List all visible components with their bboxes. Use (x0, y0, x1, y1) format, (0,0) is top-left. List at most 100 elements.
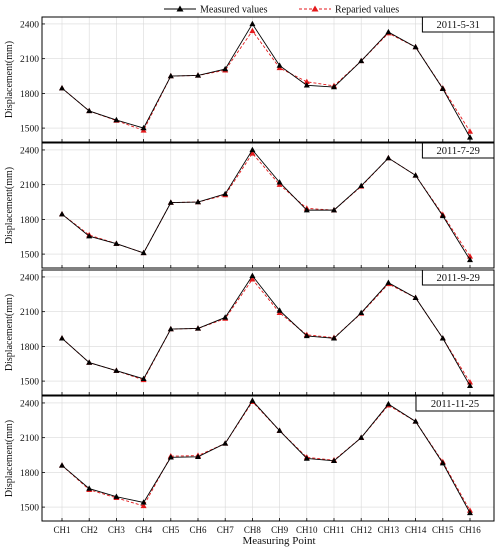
data-point-measured (113, 367, 120, 373)
data-point-measured (358, 309, 365, 316)
x-tick-label: CH4 (135, 525, 153, 535)
data-point-measured (86, 485, 93, 491)
data-point-measured (276, 179, 283, 185)
x-tick-label: CH11 (323, 525, 344, 535)
data-point-repaired (249, 150, 256, 156)
data-point-measured (167, 454, 174, 460)
panel-title-box (421, 269, 495, 286)
x-tick-label: CH5 (162, 525, 180, 535)
y-axis-label: Displacement(mm) (4, 41, 15, 118)
y-tick-label: 1500 (20, 125, 39, 135)
data-point-measured (358, 57, 365, 64)
series-line-measured (61, 275, 471, 386)
data-point-measured (249, 146, 256, 153)
data-point-measured (439, 335, 446, 341)
y-tick-label: 1500 (20, 251, 39, 261)
data-point-measured (467, 134, 473, 140)
data-point-measured (385, 400, 392, 407)
data-point-measured (59, 462, 65, 468)
y-tick-label: 1800 (20, 90, 39, 100)
x-tick-label: CH9 (271, 525, 289, 535)
data-point-measured (331, 83, 337, 90)
panel-frame (41, 395, 495, 522)
y-tick-label: 2400 (20, 399, 39, 409)
data-point-measured (140, 499, 147, 505)
data-point-measured (249, 272, 256, 278)
data-point-measured (303, 455, 310, 461)
y-tick-label: 1800 (20, 216, 39, 226)
data-point-measured (59, 84, 65, 91)
data-point-measured (167, 72, 174, 79)
data-point-measured (467, 509, 473, 516)
data-point-measured (412, 418, 419, 424)
data-point-repaired (303, 78, 310, 85)
y-axis-label: Displacement(mm) (4, 294, 15, 371)
x-tick-label: CH12 (350, 525, 372, 535)
y-axis-label: Displacement(mm) (4, 167, 15, 244)
data-point-measured (412, 294, 419, 300)
data-point-measured (249, 397, 256, 403)
y-tick-label: 2100 (20, 308, 39, 318)
data-point-measured (167, 199, 174, 205)
x-tick-label: CH3 (108, 525, 126, 535)
x-tick-label: CH7 (217, 525, 235, 535)
panel-title-box (421, 142, 495, 159)
data-point-repaired (140, 502, 147, 509)
data-point-measured (439, 85, 446, 91)
data-point-measured (276, 62, 283, 68)
panel-title: 2011-5-31 (437, 20, 480, 31)
legend-label-repaired: Reparied values (335, 5, 399, 16)
y-tick-label: 1500 (20, 504, 39, 514)
data-point-measured (385, 28, 392, 35)
series-line-repaired (61, 152, 471, 257)
data-point-measured (276, 427, 283, 433)
x-tick-label: CH13 (378, 525, 400, 535)
legend-marker-measured (176, 5, 184, 12)
chart-panels: 1500 1800 2100 2400 Displacement(mm) 2011-5-3… (4, 16, 495, 522)
data-point-measured (358, 182, 365, 189)
data-point-measured (385, 279, 392, 285)
y-tick-label: 2400 (20, 146, 39, 156)
data-point-measured (467, 256, 473, 263)
panel-1: 1500 1800 2100 2400 Displacement(mm) 2011-5-3… (4, 16, 495, 143)
x-tick-label: CH16 (459, 525, 481, 535)
x-tick-label: CH2 (81, 525, 98, 535)
data-point-measured (331, 457, 337, 464)
y-tick-label: 1500 (20, 378, 39, 388)
data-point-measured (140, 124, 147, 131)
panel-frame (41, 269, 495, 396)
y-tick-label: 2400 (20, 20, 39, 30)
y-tick-label: 2100 (20, 55, 39, 65)
x-tick-label: CH14 (405, 525, 427, 535)
x-tick-label: CH8 (244, 525, 262, 535)
data-point-measured (113, 240, 120, 246)
data-point-repaired (249, 276, 256, 282)
legend-label-measured: Measured values (200, 5, 268, 16)
x-tick-label: CH15 (432, 525, 454, 535)
panel-title-box (421, 16, 495, 33)
data-point-measured (113, 493, 120, 499)
data-point-measured (385, 154, 392, 161)
data-point-measured (86, 359, 93, 365)
data-point-measured (59, 210, 65, 217)
data-point-measured (439, 212, 446, 219)
x-tick-label: CH6 (189, 525, 207, 535)
data-point-measured (113, 116, 120, 123)
data-point-measured (140, 249, 147, 256)
data-point-measured (86, 107, 93, 114)
data-point-measured (358, 434, 365, 440)
y-tick-label: 1800 (20, 469, 39, 479)
data-point-measured (439, 459, 446, 466)
y-tick-label: 2400 (20, 273, 39, 283)
x-axis-label: Measuring Point (242, 535, 315, 547)
data-point-measured (303, 206, 310, 213)
panel-title: 2011-11-25 (431, 399, 479, 410)
panel-title-box (415, 395, 495, 412)
data-point-measured (303, 332, 310, 339)
legend-marker-repaired (311, 5, 319, 12)
panel-frame (41, 16, 495, 143)
y-tick-label: 1800 (20, 343, 39, 353)
series-line-repaired (61, 401, 471, 511)
data-point-measured (222, 65, 229, 72)
data-point-measured (167, 325, 174, 332)
